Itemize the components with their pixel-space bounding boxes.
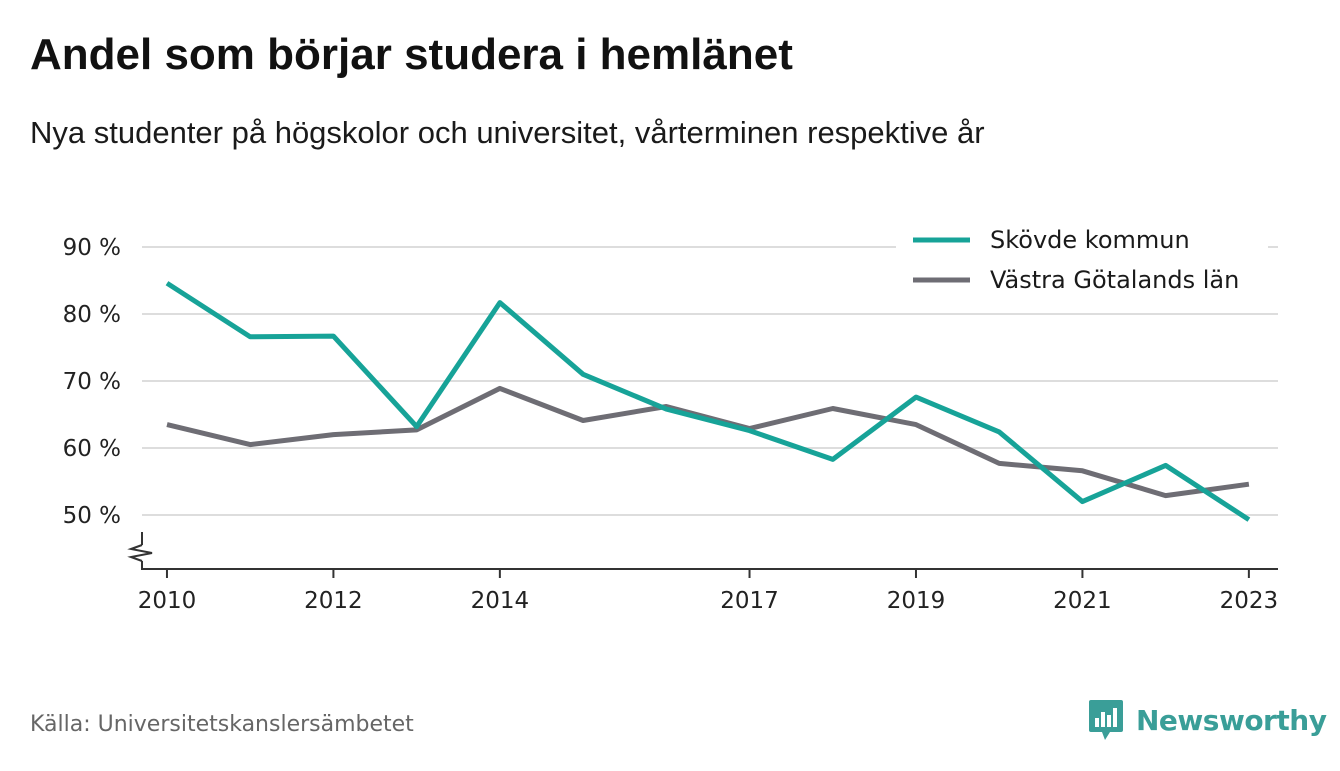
- x-axis: 2010 2012 2014 2017 2019 2021 2023: [127, 532, 1279, 614]
- x-tick-label: 2017: [720, 588, 779, 614]
- x-tick-label: 2021: [1053, 588, 1112, 614]
- legend-background: [896, 222, 1268, 304]
- series-line-1: [166, 385, 1250, 499]
- chart-title: Andel som börjar studera i hemlänet: [30, 30, 793, 79]
- y-tick-label: 50 %: [63, 503, 121, 529]
- x-tick-label: 2010: [138, 588, 197, 614]
- x-tick-label: 2023: [1220, 588, 1279, 614]
- y-tick-label: 70 %: [63, 369, 121, 395]
- legend-label: Västra Götalands län: [990, 266, 1239, 294]
- legend-label: Skövde kommun: [990, 226, 1190, 254]
- x-tick-label: 2014: [471, 588, 530, 614]
- source-note: Källa: Universitetskanslersämbetet: [30, 712, 414, 737]
- legend: Skövde kommun Västra Götalands län: [896, 222, 1268, 304]
- y-tick-label: 60 %: [63, 436, 121, 462]
- x-tick-label: 2019: [887, 588, 946, 614]
- axis-break-icon: [127, 544, 153, 562]
- y-axis-ticks: 50 % 60 % 70 % 80 % 90 %: [63, 235, 121, 529]
- x-tick-label: 2012: [304, 588, 363, 614]
- series-lines: [165, 281, 1251, 522]
- brand-logo: Newsworthy: [1088, 698, 1327, 742]
- series-line-0: [165, 281, 1251, 522]
- newsworthy-logo-icon: [1089, 700, 1123, 740]
- brand-name: Newsworthy: [1136, 703, 1327, 737]
- y-tick-label: 90 %: [63, 235, 121, 261]
- y-tick-label: 80 %: [63, 302, 121, 328]
- chart-subtitle: Nya studenter på högskolor och universit…: [30, 115, 985, 150]
